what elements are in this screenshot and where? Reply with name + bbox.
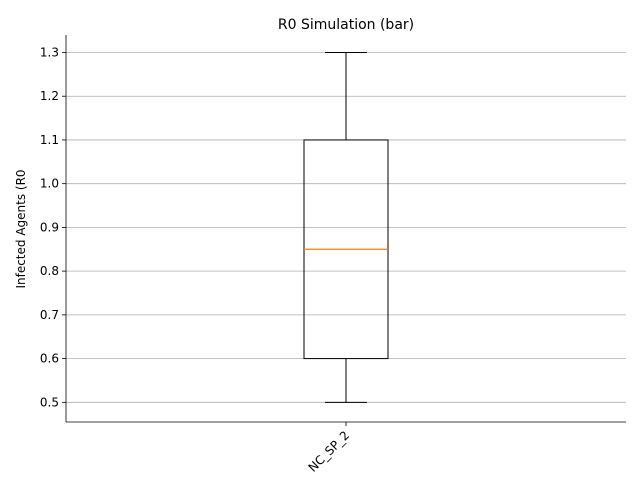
y-tick-label: 0.5 xyxy=(40,395,59,409)
y-tick-label: 0.6 xyxy=(40,352,59,366)
chart-title: R0 Simulation (bar) xyxy=(278,17,414,33)
box-layer xyxy=(303,51,389,403)
y-tick-label: 1.3 xyxy=(40,45,59,59)
x-tick-label: NC_SP_2 xyxy=(306,428,353,475)
y-axis-label: Infected Agents (R0 xyxy=(14,169,28,288)
axis-layer: 0.5 0.6 0.7 0.8 0.9 1.0 1.1 1.2 1.3 NC_SP_2 xyxy=(40,35,626,475)
y-tick-label: 1.2 xyxy=(40,89,59,103)
y-tick-label: 1.0 xyxy=(40,177,59,191)
y-tick-label: 1.1 xyxy=(40,133,59,147)
y-tick-label: 0.8 xyxy=(40,264,59,278)
y-tick-label: 0.9 xyxy=(40,220,59,234)
y-tick-label: 0.7 xyxy=(40,308,59,322)
